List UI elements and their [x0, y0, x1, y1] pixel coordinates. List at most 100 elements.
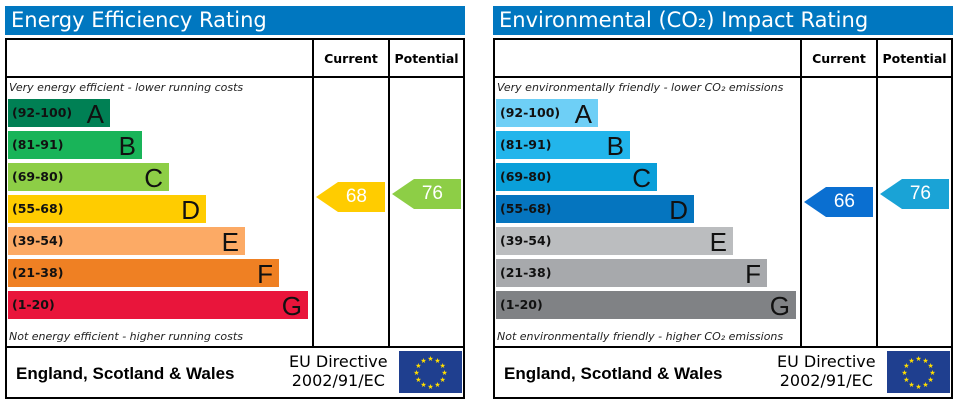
divider	[388, 40, 390, 348]
potential-header: Potential	[394, 51, 459, 66]
band-e: (39-54) E	[8, 227, 245, 257]
band-letter: G	[281, 291, 302, 321]
eu-flag-icon: ★ ★ ★ ★ ★ ★ ★ ★ ★ ★ ★ ★	[399, 351, 462, 393]
band-letter: D	[669, 195, 688, 225]
band-range: (81-91)	[12, 137, 64, 152]
band-d: (55-68) D	[8, 195, 206, 225]
band-letter: B	[118, 131, 136, 161]
environmental-impact-panel: Environmental (CO₂) Impact Rating Curren…	[488, 0, 953, 404]
directive-line1: EU Directive	[777, 352, 876, 371]
energy-efficiency-panel: Energy Efficiency Rating Current Potenti…	[0, 0, 465, 404]
band-a: (92-100) A	[8, 99, 110, 129]
band-range: (39-54)	[500, 233, 552, 248]
band-range: (92-100)	[500, 105, 561, 120]
svg-text:★: ★	[903, 376, 909, 384]
potential-header: Potential	[882, 51, 947, 66]
band-c: (69-80) C	[8, 163, 169, 193]
svg-text:★: ★	[922, 381, 928, 389]
svg-text:★: ★	[441, 369, 447, 377]
divider	[312, 40, 314, 348]
band-letter: G	[769, 291, 790, 321]
eu-flag-icon: ★ ★ ★ ★ ★ ★ ★ ★ ★ ★ ★ ★	[887, 351, 950, 393]
divider	[7, 346, 463, 348]
band-f: (21-38) F	[8, 259, 279, 289]
eu-directive: EU Directive 2002/91/EC	[777, 352, 876, 390]
band-range: (1-20)	[500, 297, 543, 312]
svg-text:★: ★	[927, 376, 933, 384]
band-letter: B	[606, 131, 624, 161]
svg-text:★: ★	[927, 362, 933, 370]
svg-text:★: ★	[439, 376, 445, 384]
rating-table: Current Potential Very energy efficient …	[5, 38, 465, 399]
svg-text:★: ★	[915, 383, 921, 391]
current-header: Current	[812, 51, 866, 66]
band-b: (81-91) B	[496, 131, 630, 161]
directive-line1: EU Directive	[289, 352, 388, 371]
svg-text:★: ★	[908, 357, 914, 365]
band-letter: A	[574, 99, 592, 129]
panel-title: Environmental (CO₂) Impact Rating	[493, 6, 953, 35]
band-e: (39-54) E	[496, 227, 733, 257]
band-range: (69-80)	[500, 169, 552, 184]
divider	[876, 40, 878, 348]
band-range: (69-80)	[12, 169, 64, 184]
region-label: England, Scotland & Wales	[504, 364, 723, 383]
band-letter: C	[144, 163, 163, 193]
current-rating-arrow: 68	[316, 182, 385, 212]
svg-text:★: ★	[901, 369, 907, 377]
svg-text:★: ★	[922, 357, 928, 365]
band-letter: E	[709, 227, 727, 257]
band-letter: D	[181, 195, 200, 225]
band-letter: F	[745, 259, 761, 289]
band-letter: F	[257, 259, 273, 289]
band-range: (55-68)	[12, 201, 64, 216]
top-note: Very environmentally friendly - lower CO…	[497, 81, 784, 94]
svg-text:★: ★	[427, 355, 433, 363]
band-range: (21-38)	[500, 265, 552, 280]
band-letter: A	[86, 99, 104, 129]
directive-line2: 2002/91/EC	[291, 371, 385, 390]
svg-text:★: ★	[434, 381, 440, 389]
rating-table: Current Potential Very environmentally f…	[493, 38, 953, 399]
svg-text:★: ★	[434, 357, 440, 365]
band-g: (1-20) G	[496, 291, 796, 321]
current-rating-arrow: 66	[804, 187, 873, 217]
divider	[800, 40, 802, 348]
svg-text:★: ★	[908, 381, 914, 389]
bottom-note: Not energy efficient - higher running co…	[9, 330, 243, 343]
svg-text:★: ★	[420, 381, 426, 389]
svg-text:★: ★	[427, 383, 433, 391]
potential-rating-arrow: 76	[880, 179, 949, 209]
band-letter: C	[632, 163, 651, 193]
svg-text:★: ★	[915, 355, 921, 363]
band-b: (81-91) B	[8, 131, 142, 161]
potential-rating-arrow: 76	[392, 179, 461, 209]
eu-directive: EU Directive 2002/91/EC	[289, 352, 388, 390]
bottom-note: Not environmentally friendly - higher CO…	[497, 330, 784, 343]
band-g: (1-20) G	[8, 291, 308, 321]
band-a: (92-100) A	[496, 99, 598, 129]
svg-text:★: ★	[415, 376, 421, 384]
band-letter: E	[221, 227, 239, 257]
divider	[495, 76, 951, 78]
top-note: Very energy efficient - lower running co…	[9, 81, 244, 94]
band-range: (92-100)	[12, 105, 73, 120]
svg-text:★: ★	[413, 369, 419, 377]
svg-text:★: ★	[415, 362, 421, 370]
band-d: (55-68) D	[496, 195, 694, 225]
svg-text:★: ★	[420, 357, 426, 365]
band-f: (21-38) F	[496, 259, 767, 289]
band-range: (39-54)	[12, 233, 64, 248]
directive-line2: 2002/91/EC	[779, 371, 873, 390]
band-c: (69-80) C	[496, 163, 657, 193]
band-range: (81-91)	[500, 137, 552, 152]
band-range: (21-38)	[12, 265, 64, 280]
svg-text:★: ★	[439, 362, 445, 370]
band-range: (55-68)	[500, 201, 552, 216]
divider	[495, 346, 951, 348]
region-label: England, Scotland & Wales	[16, 364, 235, 383]
svg-text:★: ★	[903, 362, 909, 370]
band-range: (1-20)	[12, 297, 55, 312]
svg-text:★: ★	[929, 369, 935, 377]
current-header: Current	[324, 51, 378, 66]
